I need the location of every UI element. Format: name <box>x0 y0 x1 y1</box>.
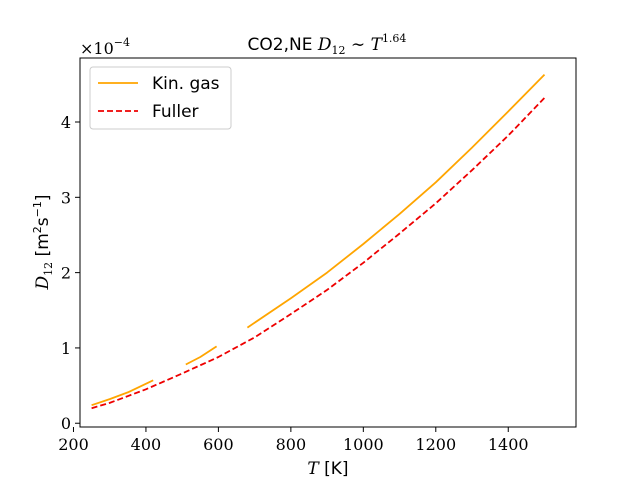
x-tick-label: 1400 <box>488 435 529 454</box>
chart-title: CO2,NE D12 ∼ T1.64 <box>248 32 407 57</box>
y-axis-label: D12 [m2s−1] <box>31 195 55 291</box>
x-axis-label: T [K] <box>307 459 348 479</box>
x-tick-label: 600 <box>203 435 234 454</box>
title-sim: ∼ <box>346 35 371 55</box>
x-tick-label: 400 <box>131 435 162 454</box>
xlabel-var: T <box>307 459 320 479</box>
series-line-fuller-segment-1 <box>91 97 546 410</box>
legend-label-kin-gas: Kin. gas <box>152 74 220 94</box>
plot-content <box>91 73 546 410</box>
ylabel-unit-mid: s <box>33 217 53 226</box>
y-tick-label: 0 <box>61 414 71 433</box>
title-t: T <box>371 35 384 55</box>
title-d-sub: 12 <box>332 44 346 57</box>
y-axis-ticks: 0 1 2 3 4 <box>61 113 80 433</box>
ylabel-sub: 12 <box>42 262 55 276</box>
y-tick-label: 1 <box>61 339 71 358</box>
x-tick-label: 200 <box>58 435 89 454</box>
x-tick-label: 1200 <box>415 435 456 454</box>
xlabel-unit: [K] <box>319 459 349 479</box>
y-tick-label: 3 <box>61 188 71 207</box>
series-line-kin-gas-segment-1 <box>91 379 154 407</box>
x-axis-ticks: 200 400 600 800 1000 1200 1400 <box>58 427 529 454</box>
series-line-kin-gas-segment-3 <box>246 73 546 329</box>
ylabel-unit-sup2: −1 <box>31 201 44 217</box>
legend: Kin. gas Fuller <box>89 66 232 130</box>
offset-base: ×10 <box>80 39 114 58</box>
y-tick-label: 4 <box>61 113 71 132</box>
ylabel-unit-open: [m <box>33 233 53 262</box>
x-tick-label: 1000 <box>343 435 384 454</box>
axes-frame <box>79 57 577 428</box>
ylabel-unit-close: ] <box>33 195 53 202</box>
ylabel-unit-sup1: 2 <box>31 226 44 233</box>
title-prefix: CO2,NE <box>248 35 318 55</box>
y-offset-text: ×10−4 <box>80 36 130 58</box>
y-tick-label: 2 <box>61 264 71 283</box>
title-t-sup: 1.64 <box>382 32 407 45</box>
legend-label-fuller: Fuller <box>152 102 199 122</box>
series-line-kin-gas-segment-2 <box>185 345 218 366</box>
offset-exp: −4 <box>114 36 130 49</box>
x-tick-label: 800 <box>276 435 307 454</box>
ylabel-var: D <box>33 275 53 290</box>
title-d: D <box>317 35 332 55</box>
